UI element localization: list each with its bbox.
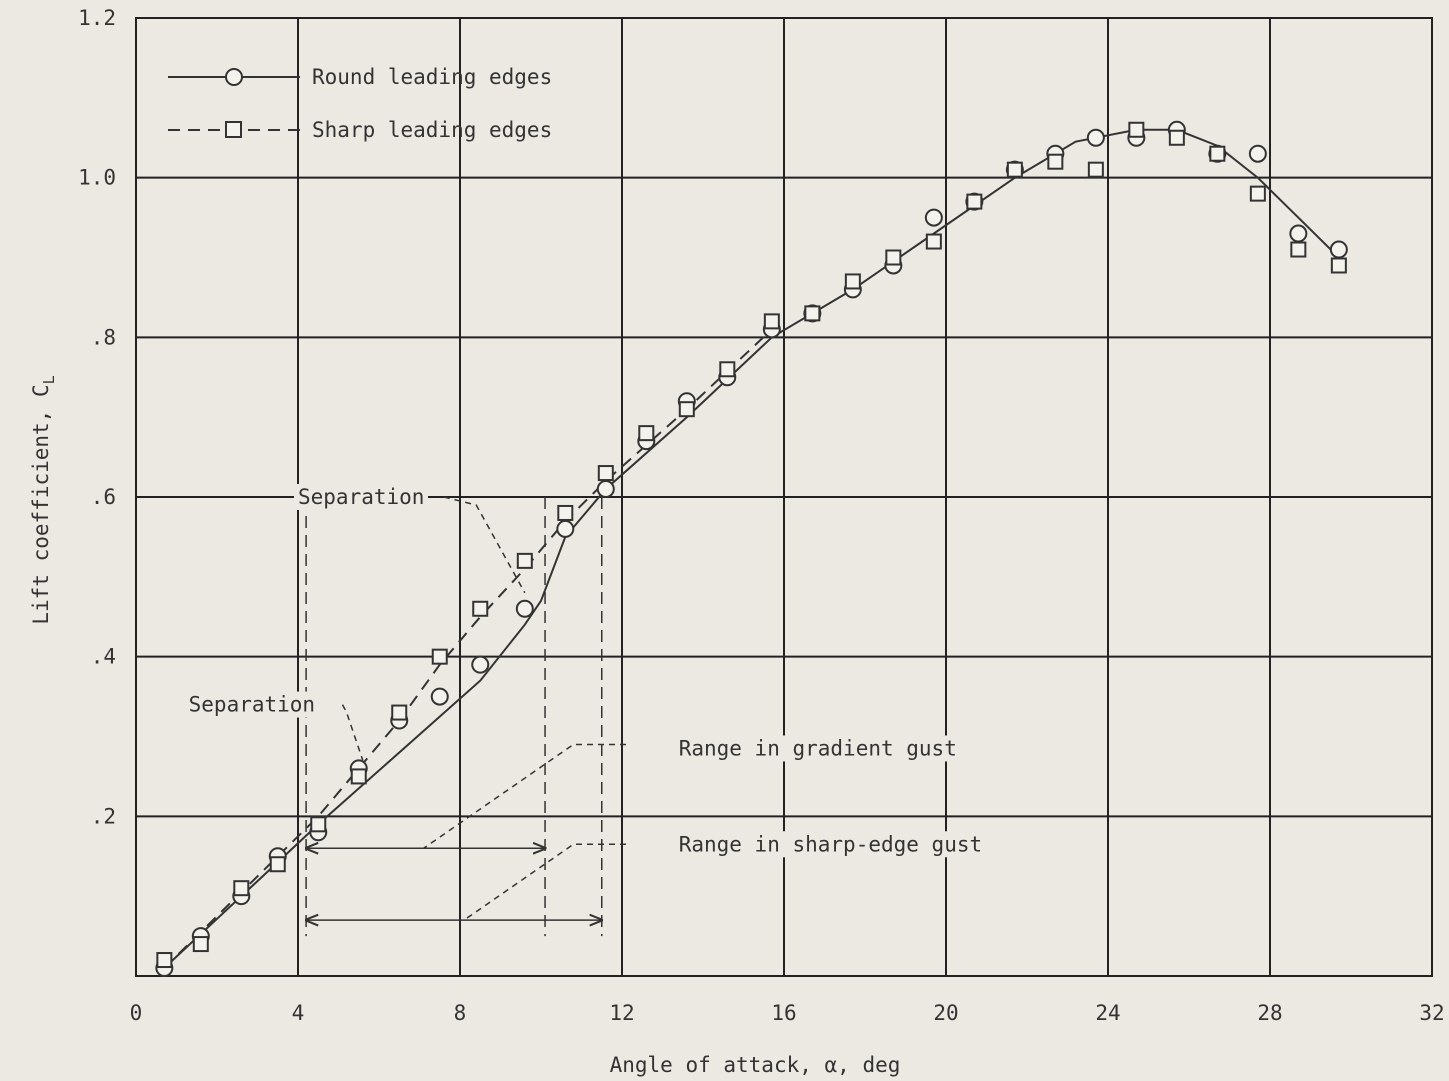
point-round-edges (596, 480, 615, 499)
point-sharp-edges (431, 648, 448, 665)
point-sharp-edges (1087, 161, 1104, 178)
point-round-edges (471, 655, 490, 674)
y-axis-title: Lift coefficient, CL (29, 375, 58, 624)
y-tick-label: .6 (91, 485, 116, 509)
x-tick-label: 32 (1419, 1001, 1444, 1025)
point-sharp-edges (1330, 257, 1347, 274)
legend-label-sharp: Sharp leading edges (312, 118, 552, 142)
point-round-edges (1086, 128, 1105, 147)
point-round-edges (556, 519, 575, 538)
y-axis-title-main: Lift coefficient, C (29, 384, 53, 624)
tick-labels: 0 4 8 12 16 20 24 28 32 .2 .4 .6 .8 1.0 1.2 (78, 6, 1445, 1025)
annotation-label: Range in gradient gust (679, 736, 957, 760)
point-sharp-edges (391, 704, 408, 721)
legend-label-round: Round leading edges (312, 65, 552, 89)
annotation-leader (341, 704, 364, 761)
point-sharp-edges (925, 233, 942, 250)
x-tick-label: 28 (1257, 1001, 1282, 1025)
point-sharp-edges (597, 465, 614, 482)
point-sharp-edges (844, 273, 861, 290)
data-markers (155, 120, 1348, 978)
annotation-label: Separation (298, 485, 424, 509)
point-round-edges (1329, 240, 1348, 259)
point-sharp-edges (310, 816, 327, 833)
annotation-label-bg (674, 831, 986, 858)
point-sharp-edges (1128, 121, 1145, 138)
y-tick-label: .2 (91, 804, 116, 828)
point-sharp-edges (1047, 153, 1064, 170)
legend: Round leading edges Sharp leading edges (168, 65, 552, 142)
point-round-edges (1289, 224, 1308, 243)
x-tick-label: 20 (933, 1001, 958, 1025)
point-sharp-edges (350, 768, 367, 785)
point-round-edges (430, 687, 449, 706)
annotation-label-bg (294, 484, 428, 510)
point-sharp-edges (719, 361, 736, 378)
x-tick-label: 24 (1095, 1001, 1120, 1025)
point-sharp-edges (269, 856, 286, 873)
point-round-edges (1248, 144, 1267, 163)
y-tick-label: 1.2 (78, 6, 116, 30)
annotation-label: Separation (189, 693, 315, 717)
point-sharp-edges (1249, 185, 1266, 202)
point-round-edges (515, 599, 534, 618)
point-sharp-edges (233, 880, 250, 897)
y-tick-label: .4 (91, 645, 116, 669)
point-sharp-edges (638, 425, 655, 442)
point-sharp-edges (678, 401, 695, 418)
y-tick-label: 1.0 (78, 166, 116, 190)
x-tick-label: 12 (609, 1001, 634, 1025)
annotations: Separation Separation Range in gradient gu… (184, 484, 986, 937)
x-tick-label: 8 (454, 1001, 467, 1025)
point-round-edges (924, 208, 943, 227)
x-tick-label: 16 (771, 1001, 796, 1025)
annotation-leader (443, 496, 526, 594)
legend-marker-sharp (225, 121, 242, 138)
x-tick-label: 4 (292, 1001, 305, 1025)
plot-frame (135, 17, 1433, 977)
point-sharp-edges (1209, 145, 1226, 162)
curve-sharp-edges (163, 328, 773, 969)
point-sharp-edges (763, 313, 780, 330)
annotation-label: Range in sharp-edge gust (679, 832, 982, 856)
point-sharp-edges (192, 936, 209, 953)
y-tick-label: .8 (91, 325, 116, 349)
annotation-label-bg (184, 691, 319, 718)
annotation-leader (423, 743, 626, 849)
point-sharp-edges (1168, 129, 1185, 146)
y-axis-title-subscript: L (40, 375, 58, 384)
point-sharp-edges (472, 600, 489, 617)
point-sharp-edges (804, 305, 821, 322)
point-sharp-edges (156, 952, 173, 969)
point-sharp-edges (1290, 241, 1307, 258)
point-sharp-edges (885, 249, 902, 266)
x-axis-title: Angle of attack, α, deg (610, 1053, 901, 1077)
point-sharp-edges (1006, 161, 1023, 178)
legend-marker-round (225, 68, 243, 86)
x-tick-label: 0 (130, 1001, 143, 1025)
point-sharp-edges (966, 193, 983, 210)
point-sharp-edges (557, 504, 574, 521)
annotation-label-bg (674, 735, 960, 762)
point-sharp-edges (516, 552, 533, 569)
